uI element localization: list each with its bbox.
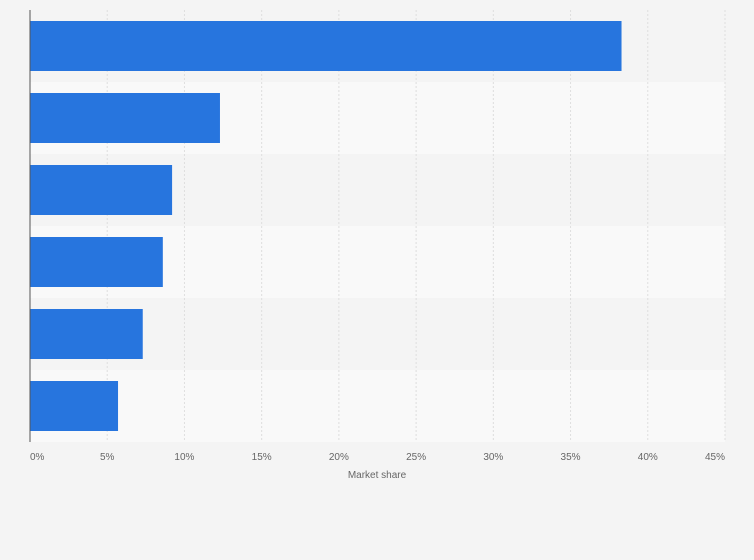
x-tick-label: 30%: [483, 452, 503, 463]
x-tick-labels: 0% 5% 10% 15% 20% 25% 30% 35% 40% 45%: [30, 452, 725, 463]
bar[interactable]: [30, 381, 119, 431]
bar[interactable]: [30, 21, 622, 71]
bar[interactable]: [30, 309, 143, 359]
gridlines: [106, 10, 726, 442]
bars: [30, 21, 622, 431]
x-tick-label: 10%: [174, 452, 194, 463]
x-tick-label: 40%: [638, 452, 658, 463]
x-axis-title: Market share: [348, 470, 407, 481]
x-tick-label: 25%: [406, 452, 426, 463]
bar[interactable]: [30, 165, 173, 215]
x-tick-label: 20%: [329, 452, 349, 463]
row-band: [30, 370, 725, 442]
x-tick-label: 15%: [252, 452, 272, 463]
x-tick-label: 45%: [705, 452, 725, 463]
row-bands: [30, 10, 725, 442]
x-tick-label: 0%: [30, 452, 45, 463]
bar[interactable]: [30, 237, 163, 287]
x-tick-label: 5%: [100, 452, 115, 463]
x-tick-label: 35%: [561, 452, 581, 463]
row-band: [30, 298, 725, 370]
bar[interactable]: [30, 93, 220, 143]
